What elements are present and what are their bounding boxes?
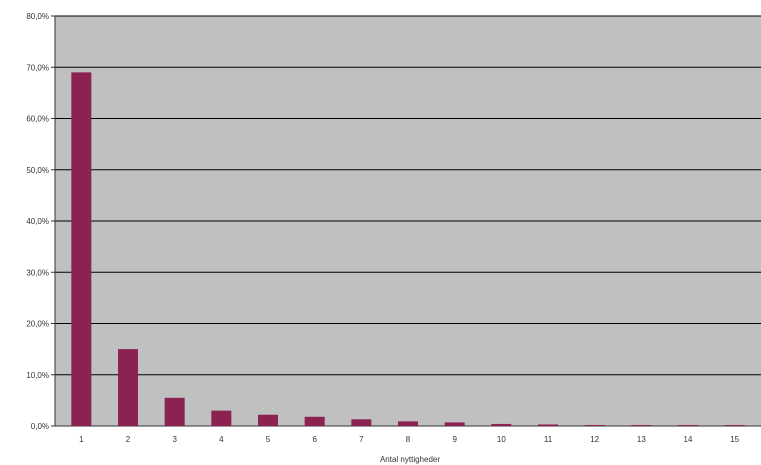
bar-11 bbox=[538, 424, 558, 426]
y-tick-label: 50,0% bbox=[26, 166, 49, 175]
y-tick-label: 40,0% bbox=[26, 217, 49, 226]
y-tick-label: 60,0% bbox=[26, 115, 49, 124]
x-tick-label: 8 bbox=[406, 435, 411, 444]
bar-9 bbox=[444, 422, 465, 426]
x-tick-label: 1 bbox=[79, 435, 84, 444]
x-tick-label: 2 bbox=[126, 435, 131, 444]
bar-8 bbox=[398, 421, 418, 426]
x-axis-ticks: 1 2 3 4 5 6 7 8 9 10 11 12 13 14 15 bbox=[79, 435, 740, 444]
bar-2 bbox=[118, 349, 138, 426]
bar-10 bbox=[491, 423, 512, 426]
x-tick-label: 12 bbox=[590, 435, 599, 444]
x-tick-label: 6 bbox=[312, 435, 317, 444]
bar-6 bbox=[304, 416, 325, 426]
y-tick-label: 80,0% bbox=[26, 12, 49, 21]
bar-1 bbox=[71, 72, 92, 426]
x-tick-label: 15 bbox=[730, 435, 739, 444]
bar-14 bbox=[678, 425, 698, 426]
bar-7 bbox=[351, 419, 372, 426]
bar-12 bbox=[584, 424, 605, 426]
y-axis-ticks: 0,0% 10,0% 20,0% 30,0% 40,0% 50,0% 60,0% 70,0% 8… bbox=[26, 12, 55, 431]
y-tick-label: 30,0% bbox=[26, 268, 49, 277]
x-tick-label: 4 bbox=[219, 435, 224, 444]
y-tick-label: 0,0% bbox=[31, 422, 49, 431]
y-tick-label: 20,0% bbox=[26, 320, 49, 329]
bar-3 bbox=[164, 397, 185, 426]
y-tick-label: 10,0% bbox=[26, 371, 49, 380]
x-tick-label: 3 bbox=[172, 435, 177, 444]
x-tick-label: 14 bbox=[684, 435, 693, 444]
x-tick-label: 11 bbox=[544, 435, 553, 444]
x-tick-label: 5 bbox=[266, 435, 271, 444]
x-tick-label: 10 bbox=[497, 435, 506, 444]
bar-5 bbox=[258, 414, 278, 426]
y-tick-label: 70,0% bbox=[26, 63, 49, 72]
x-axis-label: Antal nyttigheder bbox=[380, 455, 440, 464]
bars bbox=[71, 72, 745, 426]
x-tick-label: 7 bbox=[359, 435, 364, 444]
bar-15 bbox=[724, 425, 745, 426]
x-tick-label: 13 bbox=[637, 435, 646, 444]
x-tick-label: 9 bbox=[452, 435, 457, 444]
bar-4 bbox=[211, 410, 232, 426]
bar-13 bbox=[631, 425, 652, 426]
